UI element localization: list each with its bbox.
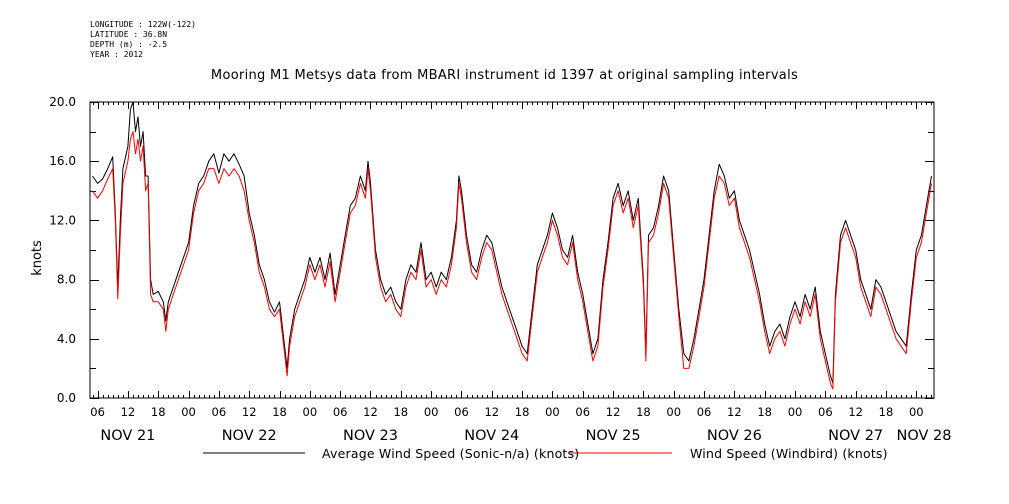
x-tick-label: 00 <box>666 405 681 419</box>
y-axis-label: knots <box>30 240 45 276</box>
x-tick-label: 18 <box>757 405 772 419</box>
x-tick-label: 00 <box>181 405 196 419</box>
x-tick-label: 18 <box>515 405 530 419</box>
x-tick-label: 06 <box>333 405 348 419</box>
x-tick-label: 18 <box>636 405 651 419</box>
x-tick-label: 00 <box>303 405 318 419</box>
x-tick-label: 18 <box>151 405 166 419</box>
x-day-label: NOV 25 <box>586 428 641 444</box>
x-tick-label: 12 <box>121 405 136 419</box>
y-tick-label: 16.0 <box>49 154 76 168</box>
y-tick-label: 12.0 <box>49 213 76 227</box>
latitude-label: LATITUDE : 36.8N <box>90 30 168 39</box>
x-tick-label: 18 <box>879 405 894 419</box>
series-line-average-wind <box>92 101 932 384</box>
x-tick-label: 00 <box>909 405 924 419</box>
x-tick-label: 12 <box>363 405 378 419</box>
legend-label-average: Average Wind Speed (Sonic-n/a) (knots) <box>322 446 580 461</box>
longitude-label: LONGITUDE : 122W(-122) <box>90 20 196 29</box>
x-day-label: NOV 26 <box>707 428 762 444</box>
y-tick-label: 8.0 <box>57 273 76 287</box>
x-tick-label: 06 <box>818 405 833 419</box>
x-tick-label: 12 <box>727 405 742 419</box>
x-tick-label: 00 <box>545 405 560 419</box>
x-tick-label: 06 <box>575 405 590 419</box>
x-day-label: NOV 24 <box>464 428 519 444</box>
depth-label: DEPTH (m) : -2.5 <box>90 40 168 49</box>
x-tick-label: 00 <box>788 405 803 419</box>
x-tick-label: 06 <box>90 405 105 419</box>
x-tick-label: 12 <box>484 405 499 419</box>
y-tick-label: 20.0 <box>49 95 76 109</box>
x-tick-label: 12 <box>606 405 621 419</box>
plot-frame <box>89 101 935 399</box>
x-day-label: NOV 22 <box>222 428 277 444</box>
x-tick-label: 06 <box>212 405 227 419</box>
chart-axes: 06 12 18 00 06 12 18 00 06 12 18 00 06 12 18 00 06 12 18 00… <box>49 95 951 444</box>
x-day-label: NOV 27 <box>828 428 883 444</box>
legend-label-windbird: Wind Speed (Windbird) (knots) <box>690 446 888 461</box>
y-tick-label: 4.0 <box>57 332 76 346</box>
metadata-block: LONGITUDE : 122W(-122) LATITUDE : 36.8N … <box>90 20 196 60</box>
x-tick-label: 12 <box>242 405 257 419</box>
x-day-label: NOV 21 <box>100 428 155 444</box>
x-tick-label: 12 <box>848 405 863 419</box>
series-layer <box>92 101 932 390</box>
x-tick-label: 18 <box>393 405 408 419</box>
series-line-windbird <box>92 131 932 390</box>
x-tick-label: 18 <box>272 405 287 419</box>
x-day-label: NOV 23 <box>343 428 398 444</box>
year-label: YEAR : 2012 <box>90 50 143 59</box>
x-tick-label: 00 <box>424 405 439 419</box>
x-tick-label: 06 <box>454 405 469 419</box>
x-day-label: NOV 28 <box>897 428 952 444</box>
y-tick-label: 0.0 <box>57 391 76 405</box>
chart-title: Mooring M1 Metsys data from MBARI instru… <box>210 68 799 83</box>
x-tick-label: 06 <box>697 405 712 419</box>
